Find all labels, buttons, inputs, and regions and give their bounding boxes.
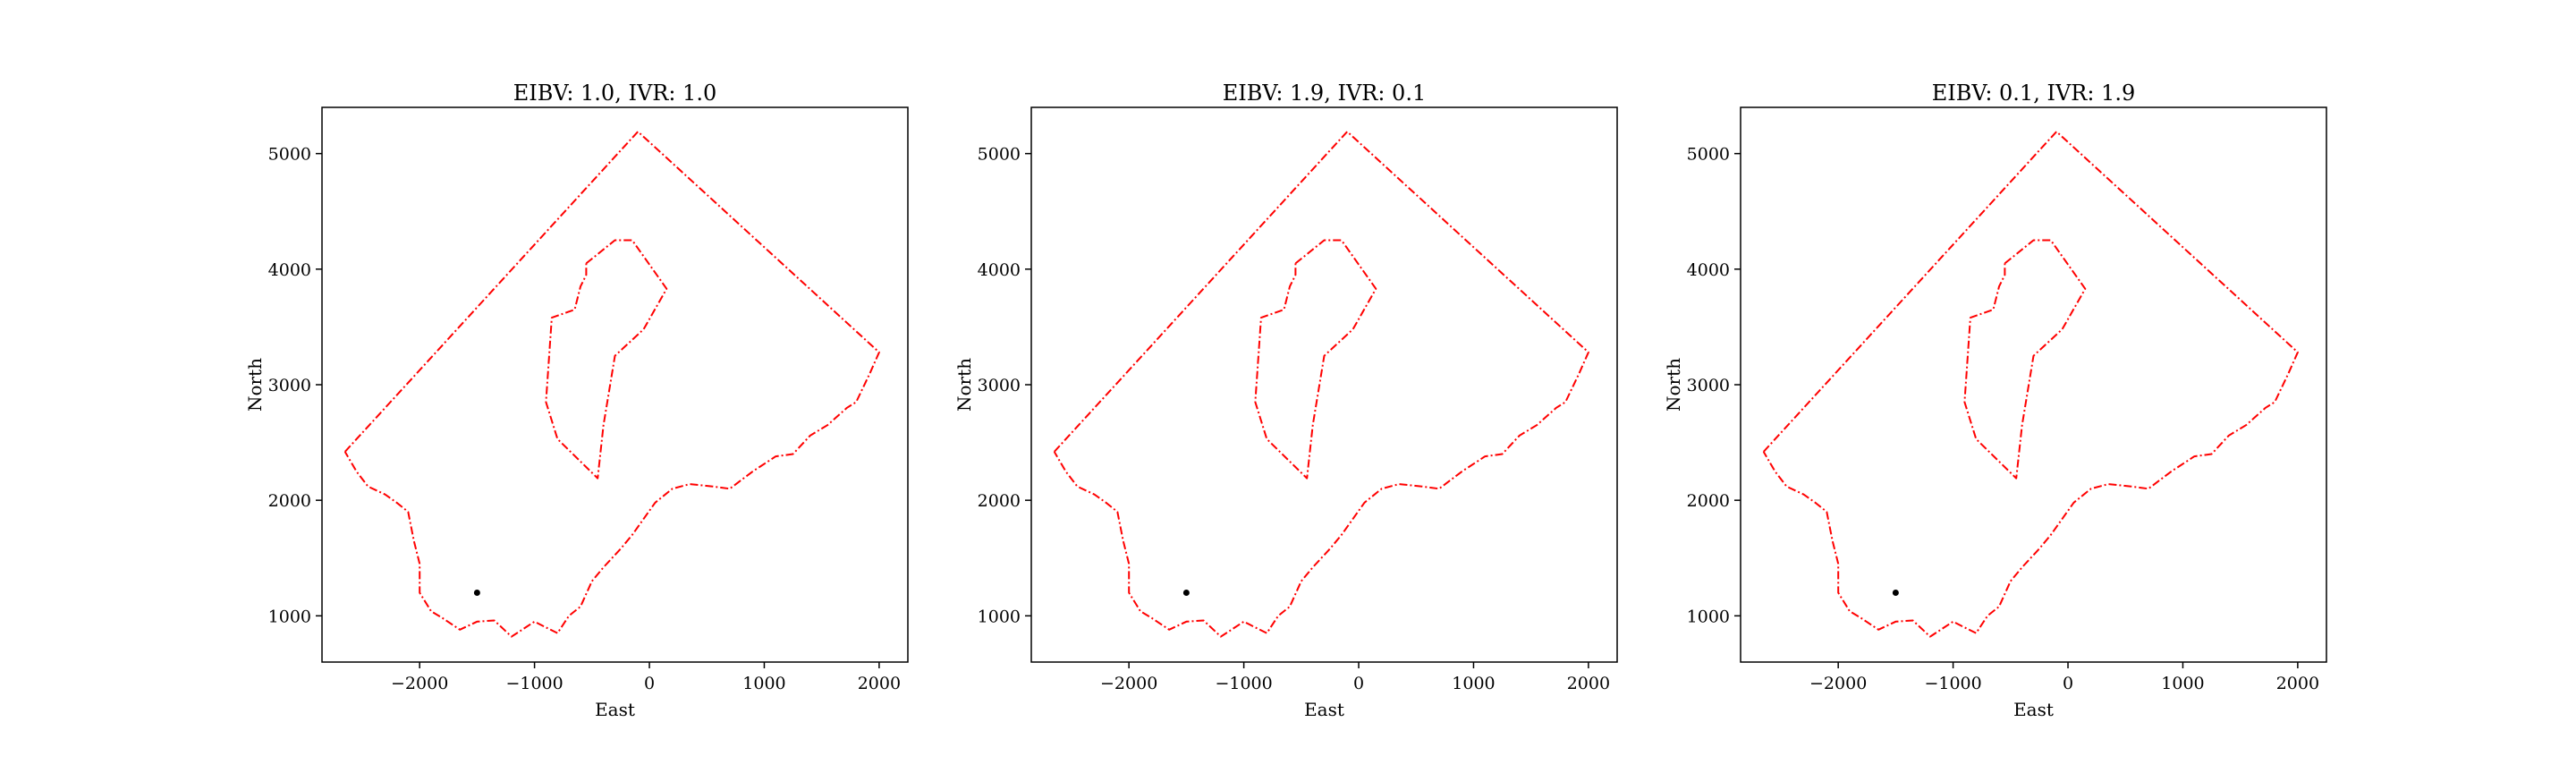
- chart-title: EIBV: 1.0, IVR: 1.0: [513, 81, 716, 106]
- inner-boundary-line: [1254, 239, 1377, 480]
- chart-panel-2: EIBV: 1.9, IVR: 0.1 −2000 −1000 0 1000 2000 10…: [953, 81, 1618, 720]
- x-tick-label: −2000: [1100, 674, 1157, 693]
- y-tick-label: 2000: [978, 491, 1021, 511]
- x-axis-label: East: [1304, 699, 1344, 720]
- plot-frame: [1030, 106, 1618, 663]
- y-axis-label: North: [1663, 358, 1684, 412]
- y-tick-label: 5000: [268, 145, 311, 165]
- y-tick-label: 2000: [1687, 491, 1730, 511]
- y-tick-label: 4000: [978, 260, 1021, 280]
- x-tick-label: 0: [644, 674, 655, 693]
- x-tick-label: −1000: [505, 674, 563, 693]
- x-axis-label: East: [595, 699, 635, 720]
- y-tick-label: 4000: [268, 260, 311, 280]
- y-tick-label: 4000: [1687, 260, 1730, 280]
- chart-panel-1: EIBV: 1.0, IVR: 1.0 −2000 −1000 0 1000 2000 10…: [244, 81, 909, 720]
- plot-frame: [1740, 106, 2327, 663]
- x-axis-label: East: [2013, 699, 2054, 720]
- plot-frame: [321, 106, 909, 663]
- y-tick-label: 1000: [268, 607, 311, 626]
- start-point-marker: [1892, 590, 1899, 596]
- chart-panel-3: EIBV: 0.1, IVR: 1.9 −2000 −1000 0 1000 2000 10…: [1663, 81, 2327, 720]
- y-axis-label: North: [244, 358, 266, 412]
- start-point-marker: [1182, 590, 1190, 596]
- start-point-marker: [473, 590, 480, 596]
- y-tick-label: 1000: [978, 607, 1021, 626]
- x-tick-label: −1000: [1924, 674, 1981, 693]
- x-tick-label: 1000: [2161, 674, 2204, 693]
- y-tick-label: 3000: [978, 376, 1021, 395]
- x-tick-label: 2000: [858, 674, 901, 693]
- inner-boundary-line: [1963, 239, 2087, 480]
- x-tick-label: 2000: [2276, 674, 2319, 693]
- outer-boundary-line: [1053, 131, 1589, 638]
- y-tick-label: 3000: [268, 376, 311, 395]
- chart-title: EIBV: 0.1, IVR: 1.9: [1932, 81, 2135, 106]
- x-tick-label: 0: [2063, 674, 2073, 693]
- y-tick-label: 5000: [978, 145, 1021, 165]
- outer-boundary-line: [1762, 131, 2299, 638]
- x-tick-label: −2000: [391, 674, 448, 693]
- inner-boundary-line: [545, 239, 668, 480]
- x-tick-label: 2000: [1567, 674, 1610, 693]
- chart-title: EIBV: 1.9, IVR: 0.1: [1223, 81, 1426, 106]
- x-tick-label: 1000: [1452, 674, 1495, 693]
- y-tick-label: 3000: [1687, 376, 1730, 395]
- y-tick-label: 2000: [268, 491, 311, 511]
- x-tick-label: 0: [1353, 674, 1364, 693]
- x-tick-label: −1000: [1215, 674, 1272, 693]
- y-tick-label: 1000: [1687, 607, 1730, 626]
- x-tick-label: 1000: [742, 674, 785, 693]
- x-tick-label: −2000: [1809, 674, 1867, 693]
- outer-boundary-line: [343, 131, 880, 638]
- y-axis-label: North: [953, 358, 975, 412]
- y-tick-label: 5000: [1687, 145, 1730, 165]
